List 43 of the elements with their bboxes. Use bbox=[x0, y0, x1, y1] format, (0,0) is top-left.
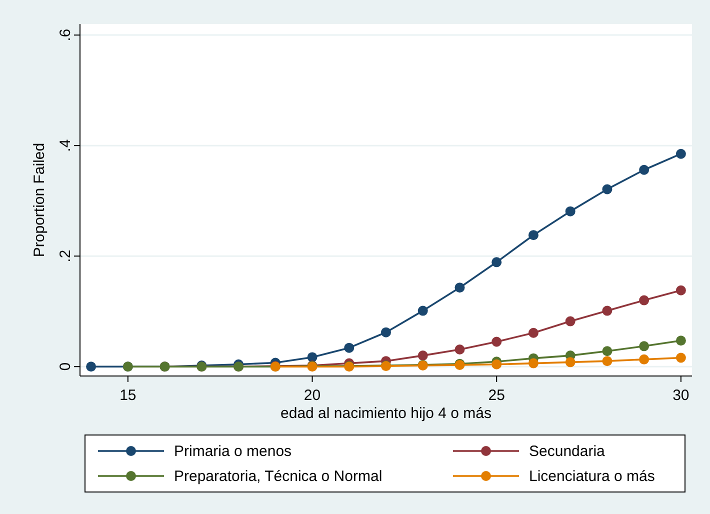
point bbox=[418, 306, 428, 316]
point bbox=[528, 358, 538, 368]
y-tick-label: .6 bbox=[57, 28, 74, 42]
point bbox=[602, 346, 612, 356]
point bbox=[528, 230, 538, 240]
point bbox=[565, 357, 576, 368]
point bbox=[528, 328, 538, 338]
point bbox=[602, 184, 612, 194]
point bbox=[565, 316, 576, 326]
point bbox=[602, 356, 612, 366]
point bbox=[492, 336, 502, 347]
legend-label: Secundaria bbox=[529, 443, 606, 460]
point bbox=[676, 352, 686, 363]
point bbox=[344, 342, 354, 353]
point bbox=[639, 295, 650, 306]
point bbox=[565, 206, 576, 216]
point bbox=[676, 336, 686, 346]
point bbox=[602, 306, 612, 316]
x-axis-title: edad al nacimiento hijo 4 o más bbox=[280, 405, 492, 422]
point bbox=[307, 352, 318, 362]
point bbox=[454, 282, 465, 293]
y-tick-label: .4 bbox=[57, 139, 74, 152]
point bbox=[639, 341, 650, 352]
y-tick-label: 0 bbox=[57, 362, 74, 371]
point bbox=[381, 327, 391, 338]
point bbox=[492, 359, 502, 370]
y-axis-title: Proportion Failed bbox=[31, 142, 48, 258]
x-tick-label: 30 bbox=[672, 387, 690, 404]
point bbox=[676, 148, 686, 159]
point bbox=[492, 257, 502, 268]
point bbox=[86, 362, 96, 372]
point bbox=[639, 164, 650, 175]
point bbox=[418, 350, 428, 361]
x-tick-label: 20 bbox=[304, 387, 321, 404]
y-tick-label: .2 bbox=[57, 250, 74, 262]
point bbox=[676, 285, 686, 296]
legend-label: Primaria o menos bbox=[174, 443, 292, 460]
legend-label: Licenciatura o más bbox=[529, 468, 655, 485]
legend-label: Preparatoria, Técnica o Normal bbox=[174, 468, 382, 485]
x-tick-label: 25 bbox=[488, 387, 505, 404]
point bbox=[639, 354, 650, 364]
x-tick-label: 15 bbox=[120, 387, 136, 404]
point bbox=[454, 344, 465, 354]
